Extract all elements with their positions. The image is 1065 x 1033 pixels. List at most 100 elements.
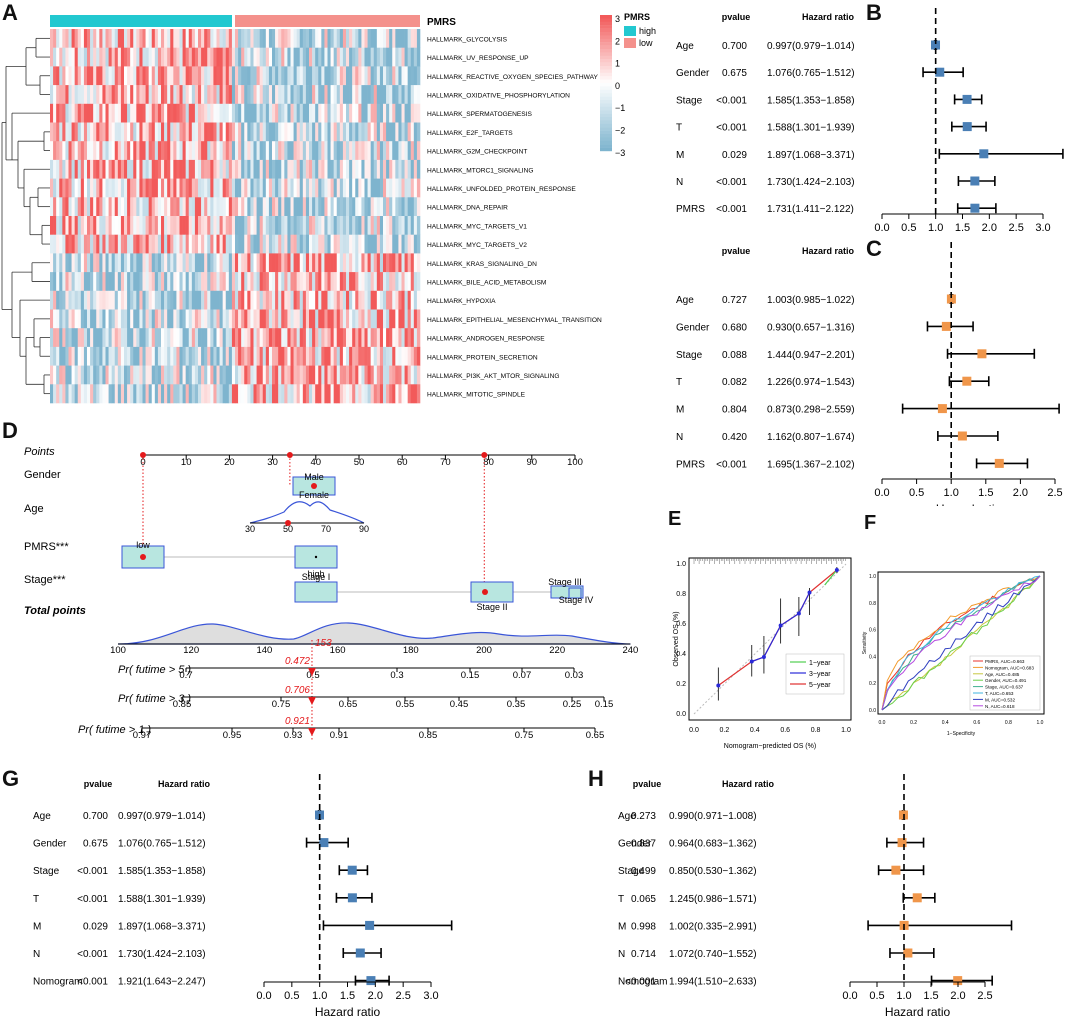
heatmap-cell xyxy=(265,309,270,329)
heatmap-cell xyxy=(176,159,180,179)
heatmap-cell xyxy=(352,365,356,385)
x-tick-label: 1.0 xyxy=(312,990,327,1002)
x-tick-label: 2.5 xyxy=(1047,487,1062,499)
heatmap-cell xyxy=(222,234,227,254)
heatmap-cell xyxy=(148,234,153,254)
heatmap-cell xyxy=(241,103,245,123)
heatmap-cell xyxy=(74,159,79,179)
heatmap-cell xyxy=(191,141,196,161)
heatmap-cell xyxy=(179,103,183,123)
heatmap-cell xyxy=(342,365,347,385)
heatmap-cell xyxy=(296,346,301,366)
heatmap-cell xyxy=(336,47,341,67)
heatmap-cell xyxy=(77,234,82,254)
heatmap-cell xyxy=(247,309,251,329)
heatmap-cell xyxy=(383,290,387,310)
heatmap-cell xyxy=(216,103,220,123)
heatmap-cell xyxy=(293,216,297,235)
heatmap-cell xyxy=(355,272,359,292)
heatmap-cell xyxy=(139,29,143,48)
heatmap-cell xyxy=(198,365,202,385)
heatmap-cell xyxy=(247,122,251,142)
hr-marker xyxy=(970,203,980,213)
heatmap-cell xyxy=(404,197,408,217)
heatmap-cell xyxy=(327,103,331,123)
heatmap-cell xyxy=(68,159,72,179)
heatmap-cell xyxy=(111,141,116,161)
heatmap-cell xyxy=(244,178,248,198)
heatmap-cell xyxy=(133,47,137,67)
heatmap-cell xyxy=(50,141,54,161)
heatmap-cell xyxy=(222,122,227,142)
heatmap-cell xyxy=(247,290,251,310)
heatmap-cell xyxy=(145,253,149,273)
heatmap-cell xyxy=(259,309,264,329)
heatmap-cell xyxy=(404,365,408,385)
heatmap-cell xyxy=(83,178,88,198)
total-tick-label: 220 xyxy=(549,645,565,656)
heatmap-cell xyxy=(204,122,208,142)
row-hr: 1.588(1.301−1.939) xyxy=(767,123,855,134)
heatmap-cell xyxy=(130,328,134,348)
heatmap-cell xyxy=(90,309,94,329)
heatmap-cell xyxy=(376,66,381,86)
heatmap-cell xyxy=(383,346,387,366)
heatmap-cell xyxy=(250,29,254,48)
heatmap-cell xyxy=(204,253,208,273)
heatmap-cell xyxy=(398,234,402,254)
heatmap-cell xyxy=(68,47,72,67)
heatmap-cell xyxy=(99,122,103,142)
row-label: Age xyxy=(618,811,636,822)
heatmap-cell xyxy=(62,85,66,105)
heatmap-cell xyxy=(416,309,421,329)
heatmap-cell xyxy=(361,85,365,105)
heatmap-cell xyxy=(244,384,248,404)
heatmap-cell xyxy=(87,103,91,123)
heatmap-cell xyxy=(312,47,316,67)
heatmap-cell xyxy=(53,122,57,142)
heatmap-cell xyxy=(198,272,202,292)
heatmap-cell xyxy=(127,234,131,254)
heatmap-cell xyxy=(105,365,109,385)
heatmap-cell xyxy=(173,309,177,329)
heatmap-cell xyxy=(164,216,168,235)
heatmap-cell xyxy=(194,178,199,198)
heatmap-cell xyxy=(416,103,421,123)
heatmap-cell xyxy=(392,66,396,86)
heatmap-cell xyxy=(68,234,72,254)
heatmap-cell xyxy=(154,66,159,86)
heatmap-cell xyxy=(65,178,69,198)
heatmap-cell xyxy=(50,346,54,366)
heatmap-cell xyxy=(105,29,109,48)
heatmap-cell xyxy=(238,29,242,48)
heatmap-cell xyxy=(231,253,236,273)
heatmap-cell xyxy=(404,253,408,273)
heatmap-cell xyxy=(318,309,322,329)
heatmap-cell xyxy=(219,66,223,86)
age-density xyxy=(249,501,365,524)
heatmap-cell xyxy=(114,309,119,329)
heatmap-cell xyxy=(318,178,322,198)
heatmap-cell xyxy=(383,272,387,292)
x-tick-label: 0.8 xyxy=(811,727,821,734)
heatmap-cell xyxy=(389,66,393,86)
heatmap-cell xyxy=(336,384,341,404)
heatmap-cell xyxy=(407,309,412,329)
heatmap-cell xyxy=(370,234,375,254)
heatmap-cell xyxy=(185,141,190,161)
heatmap-cell xyxy=(167,253,171,273)
heatmap-cell xyxy=(139,272,143,292)
plot-frame xyxy=(877,571,1045,715)
heatmap-cell xyxy=(50,103,54,123)
heatmap-cell xyxy=(367,103,371,123)
heatmap-cell xyxy=(65,384,69,404)
prob-marker xyxy=(307,728,316,736)
heatmap-cell xyxy=(127,85,131,105)
heatmap-cell xyxy=(315,178,319,198)
heatmap-cell xyxy=(410,178,415,198)
heatmap-cell xyxy=(401,346,405,366)
heatmap-cell xyxy=(179,85,183,105)
heatmap-cell xyxy=(398,384,402,404)
hr-marker xyxy=(931,40,941,50)
heatmap-cell xyxy=(410,122,415,142)
